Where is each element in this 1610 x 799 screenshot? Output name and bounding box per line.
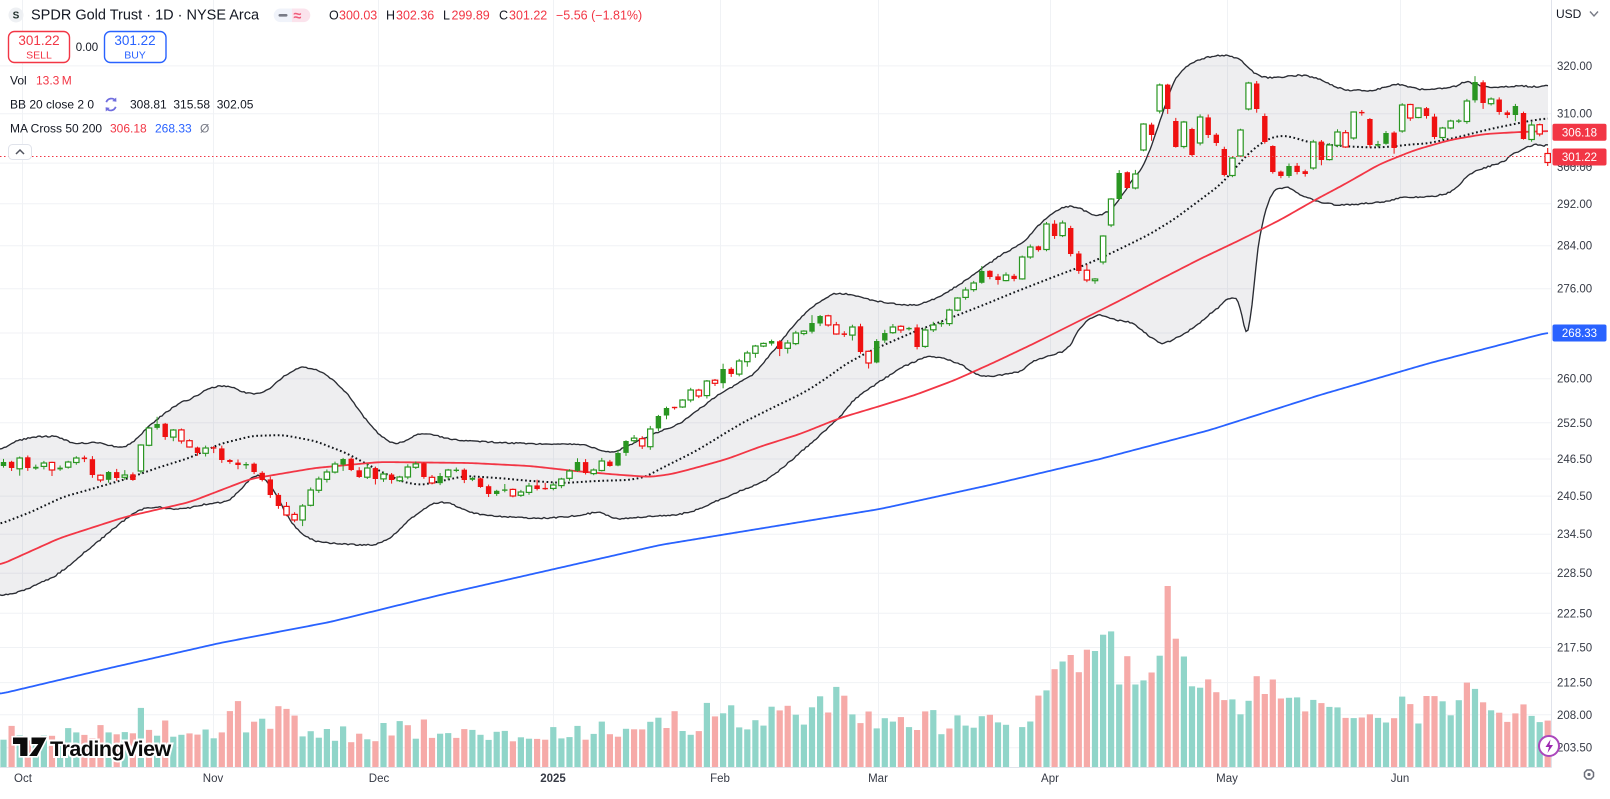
svg-text:310.00: 310.00 bbox=[1557, 109, 1592, 121]
svg-text:SPDR Gold Trust · 1D · NYSE Ar: SPDR Gold Trust · 1D · NYSE Arca bbox=[31, 8, 260, 24]
svg-text:Nov: Nov bbox=[203, 773, 224, 785]
svg-text:234.50: 234.50 bbox=[1557, 529, 1592, 541]
svg-text:301.22: 301.22 bbox=[1562, 152, 1597, 164]
svg-text:O: O bbox=[329, 9, 339, 23]
svg-text:SELL: SELL bbox=[26, 50, 52, 62]
svg-text:208.00: 208.00 bbox=[1557, 710, 1592, 722]
svg-text:13.3 M: 13.3 M bbox=[36, 74, 72, 88]
svg-text:228.50: 228.50 bbox=[1557, 568, 1592, 580]
svg-text:306.18: 306.18 bbox=[110, 122, 147, 136]
svg-text:L: L bbox=[443, 9, 450, 23]
svg-text:284.00: 284.00 bbox=[1557, 241, 1592, 253]
svg-text:BB 20 close 2 0: BB 20 close 2 0 bbox=[10, 98, 94, 112]
svg-text:2025: 2025 bbox=[540, 773, 566, 785]
svg-text:USD: USD bbox=[1556, 7, 1582, 21]
svg-text:212.50: 212.50 bbox=[1557, 678, 1592, 690]
svg-text:≈: ≈ bbox=[294, 9, 302, 25]
svg-text:C: C bbox=[499, 9, 508, 23]
svg-text:301.22: 301.22 bbox=[18, 33, 59, 48]
svg-text:268.33: 268.33 bbox=[1562, 328, 1597, 340]
svg-text:Feb: Feb bbox=[710, 773, 730, 785]
svg-text:203.50: 203.50 bbox=[1557, 743, 1592, 755]
svg-text:308.81 315.58 302.05: 308.81 315.58 302.05 bbox=[130, 98, 254, 112]
svg-text:Mar: Mar bbox=[868, 773, 888, 785]
svg-text:222.50: 222.50 bbox=[1557, 608, 1592, 620]
svg-text:260.00: 260.00 bbox=[1557, 374, 1592, 386]
svg-text:BUY: BUY bbox=[124, 50, 146, 62]
svg-text:H: H bbox=[386, 9, 395, 23]
svg-text:302.36: 302.36 bbox=[396, 9, 434, 23]
svg-text:S: S bbox=[13, 11, 20, 22]
svg-text:301.22: 301.22 bbox=[509, 9, 547, 23]
svg-text:292.00: 292.00 bbox=[1557, 199, 1592, 211]
svg-text:217.50: 217.50 bbox=[1557, 643, 1592, 655]
svg-text:Vol: Vol bbox=[10, 74, 27, 88]
svg-text:276.00: 276.00 bbox=[1557, 284, 1592, 296]
svg-text:240.50: 240.50 bbox=[1557, 491, 1592, 503]
svg-text:May: May bbox=[1216, 773, 1238, 785]
svg-text:TradingView: TradingView bbox=[50, 737, 172, 761]
svg-text:−5.56 (−1.81%): −5.56 (−1.81%) bbox=[556, 9, 642, 23]
svg-text:268.33: 268.33 bbox=[155, 122, 192, 136]
svg-text:252.50: 252.50 bbox=[1557, 418, 1592, 430]
svg-text:Ø: Ø bbox=[200, 122, 209, 136]
svg-text:0.00: 0.00 bbox=[76, 42, 98, 54]
svg-text:Dec: Dec bbox=[369, 773, 390, 785]
svg-text:299.89: 299.89 bbox=[452, 9, 490, 23]
svg-text:301.22: 301.22 bbox=[114, 33, 155, 48]
svg-text:320.00: 320.00 bbox=[1557, 61, 1592, 73]
svg-text:Oct: Oct bbox=[14, 773, 33, 785]
svg-text:Jun: Jun bbox=[1391, 773, 1410, 785]
svg-text:MA Cross 50 200: MA Cross 50 200 bbox=[10, 122, 102, 136]
svg-text:300.03: 300.03 bbox=[339, 9, 377, 23]
svg-text:Apr: Apr bbox=[1041, 773, 1059, 785]
svg-text:246.50: 246.50 bbox=[1557, 454, 1592, 466]
svg-text:306.18: 306.18 bbox=[1562, 127, 1597, 139]
